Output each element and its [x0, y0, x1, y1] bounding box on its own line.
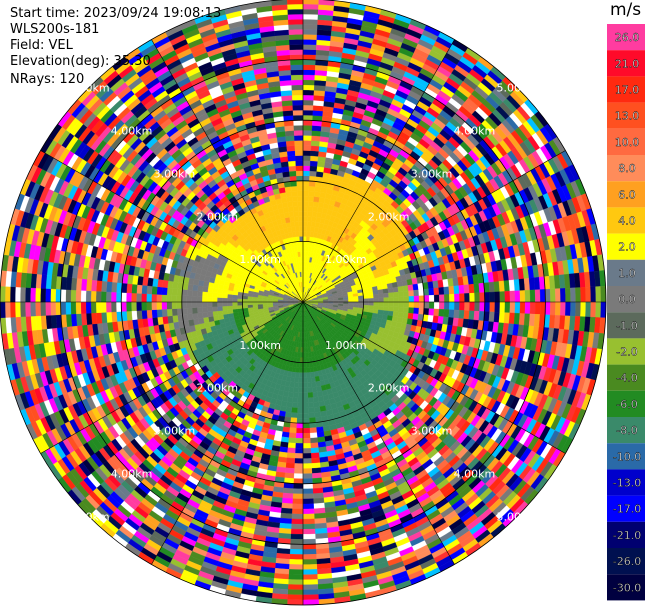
range-ring-label: 2.00km [197, 210, 239, 223]
colorbar-swatch [607, 338, 645, 365]
colorbar-label: 13.0 [615, 110, 640, 123]
colorbar-label: -13.0 [613, 477, 641, 490]
range-ring-label: 3.00km [154, 167, 196, 180]
colorbar-label: 10.0 [615, 136, 640, 149]
colorbar-swatch [607, 286, 645, 313]
colorbar-label: -1.0 [616, 319, 637, 332]
colorbar-swatch [607, 76, 645, 103]
range-ring-label: 5.00km [68, 82, 110, 95]
colorbar-swatch [607, 207, 645, 234]
azimuth-spoke [302, 301, 566, 454]
range-ring-label: 1.00km [325, 339, 367, 352]
colorbar-label: -4.0 [616, 372, 637, 385]
colorbar-swatch [607, 574, 645, 601]
colorbar-swatch [607, 548, 645, 575]
colorbar-unit: m/s [610, 0, 642, 20]
colorbar-swatch [607, 443, 645, 470]
colorbar-label: -6.0 [616, 398, 637, 411]
range-ring-labels: 1.00km 1.00km 1.00km 1.00km 2.00km 2.00km 2.00… [68, 82, 538, 524]
range-ring-label: 5.00km [496, 510, 538, 523]
colorbar-swatch [607, 102, 645, 129]
azimuth-spoke [151, 301, 304, 565]
azimuth-spoke [302, 301, 455, 565]
colorbar-label: -8.0 [616, 424, 637, 437]
colorbar-label: 2.0 [618, 241, 636, 254]
colorbar-swatch [607, 469, 645, 496]
range-ring-label: 3.00km [154, 425, 196, 438]
colorbar-swatch [607, 495, 645, 522]
colorbar-label: 1.0 [618, 267, 636, 280]
colorbar-label: 8.0 [618, 162, 636, 175]
azimuth-spoke [40, 301, 304, 454]
colorbar-label: 6.0 [618, 188, 636, 201]
azimuth-spoke [151, 39, 304, 303]
colorbar-swatch [607, 181, 645, 208]
range-ring-label: 3.00km [411, 167, 453, 180]
colorbar-swatch [607, 128, 645, 155]
colorbar-label: 21.0 [615, 57, 640, 70]
range-ring-label: 1.00km [239, 253, 281, 266]
range-ring-label: 4.00km [111, 467, 153, 480]
elevation-label: Elevation(deg): 35.30 [10, 54, 151, 69]
range-ring-label: 5.00km [68, 510, 110, 523]
azimuth-spoke [302, 150, 566, 303]
range-ring-label: 4.00km [454, 467, 496, 480]
colorbar-swatch [607, 521, 645, 548]
colorbar-label: 17.0 [615, 84, 640, 97]
colorbar: 26.0 21.0 17.0 13.0 10.0 8.0 6.0 4.0 2.0 1.0 0.0 -1… [607, 24, 645, 601]
colorbar-swatch [607, 233, 645, 260]
azimuth-spoke [302, 39, 455, 303]
nrays-label: NRays: 120 [10, 72, 85, 87]
range-ring-label: 2.00km [368, 382, 410, 395]
colorbar-swatch [607, 24, 645, 51]
colorbar-swatch [607, 417, 645, 444]
range-ring-label: 2.00km [197, 382, 239, 395]
start-time-label: Start time: 2023/09/24 19:08:13 [10, 6, 222, 21]
colorbar-swatch [607, 390, 645, 417]
range-ring-label: 3.00km [411, 425, 453, 438]
range-ring-label: 4.00km [111, 125, 153, 138]
range-ring-label: 1.00km [239, 339, 281, 352]
colorbar-swatch [607, 259, 645, 286]
range-rings [0, 0, 607, 606]
colorbar-label: -30.0 [613, 581, 641, 594]
colorbar-swatch [607, 364, 645, 391]
colorbar-label: 0.0 [618, 293, 636, 306]
colorbar-label: -21.0 [613, 529, 641, 542]
colorbar-swatch [607, 155, 645, 182]
colorbar-label: -17.0 [613, 503, 641, 516]
colorbar-swatch [607, 312, 645, 339]
colorbar-label: -10.0 [613, 450, 641, 463]
ppi-cells [0, 0, 607, 606]
range-ring-label: 1.00km [325, 253, 367, 266]
colorbar-label: -2.0 [616, 346, 637, 359]
field-label: Field: VEL [10, 38, 73, 53]
azimuth-spoke [40, 150, 304, 303]
range-ring-label: 5.00km [496, 82, 538, 95]
colorbar-label: 26.0 [615, 31, 640, 44]
colorbar-label: 4.0 [618, 215, 636, 228]
colorbar-swatch [607, 50, 645, 77]
range-ring-label: 2.00km [368, 210, 410, 223]
instrument-label: WLS200s-181 [10, 22, 100, 37]
range-ring-label: 4.00km [454, 125, 496, 138]
colorbar-label: -26.0 [613, 555, 641, 568]
